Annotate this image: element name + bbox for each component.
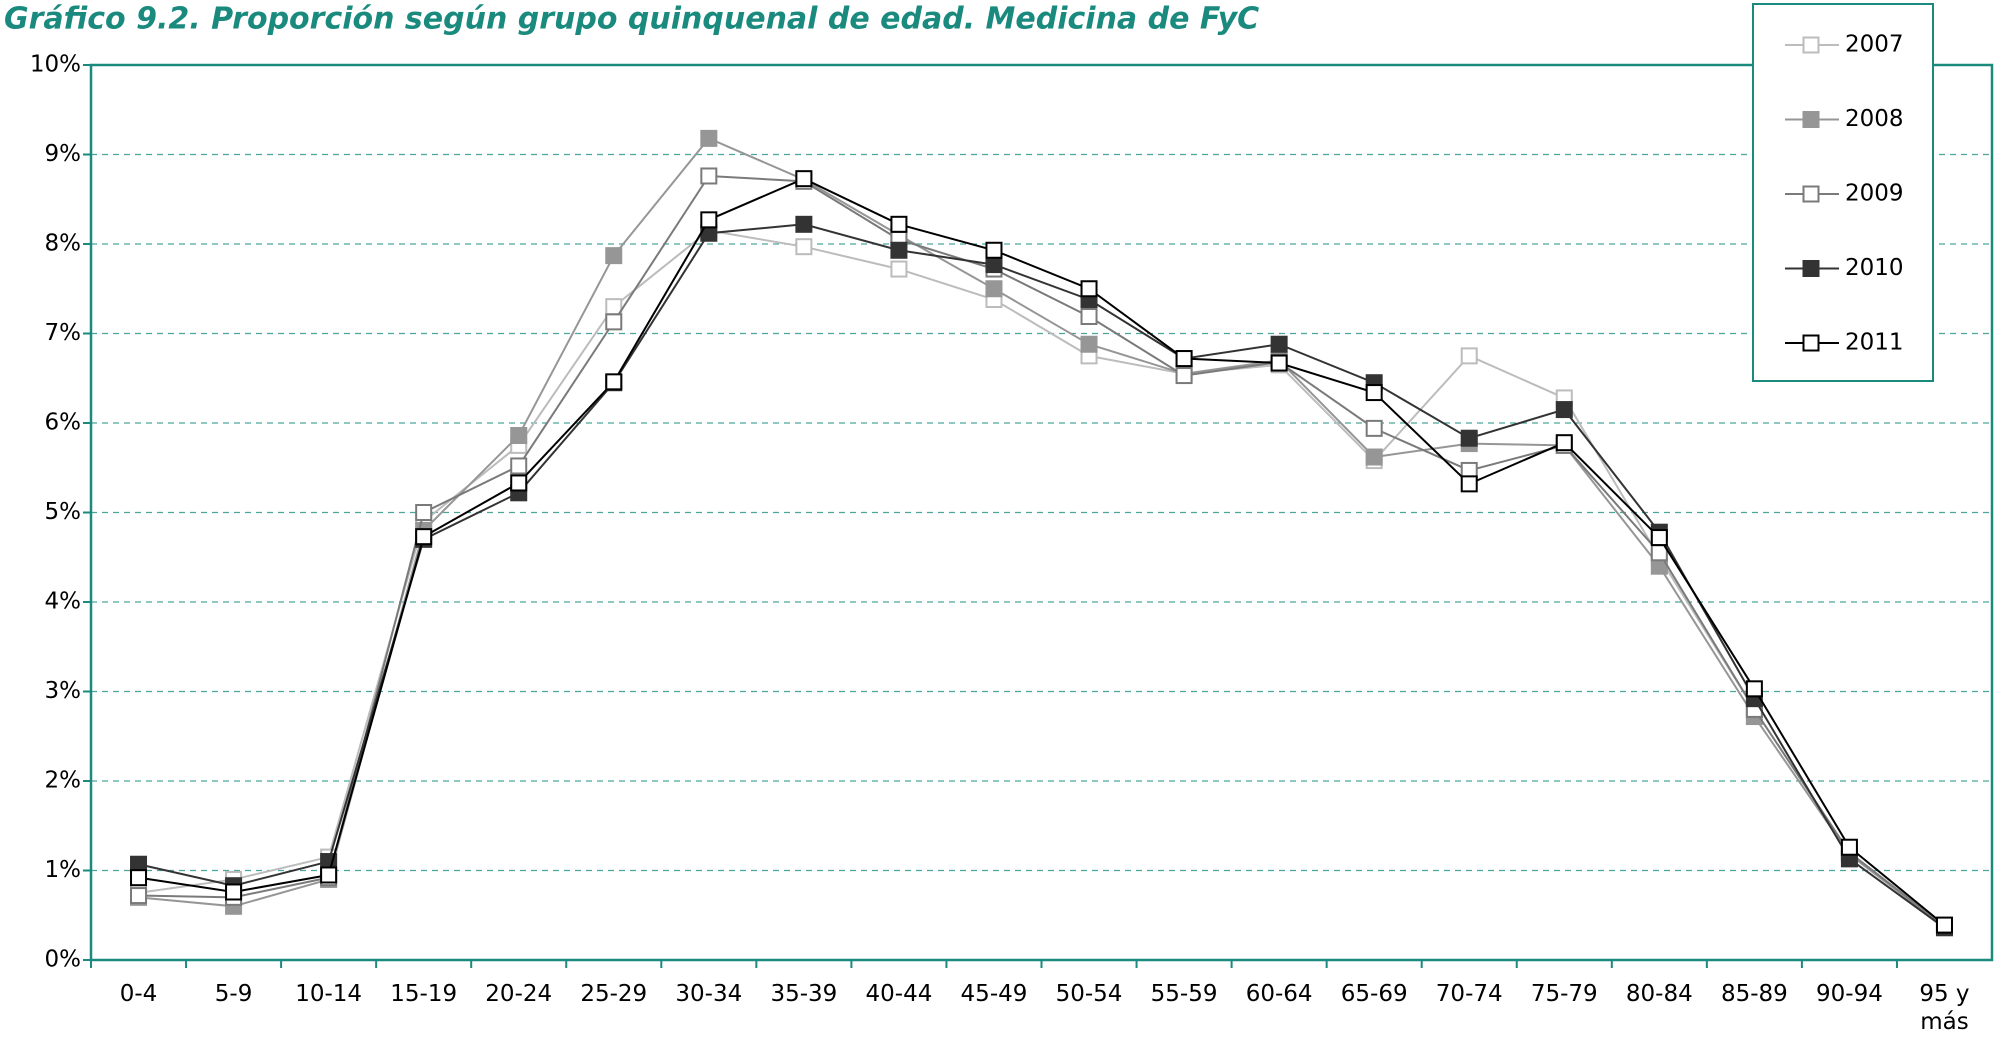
x-tick-label: 5-9 xyxy=(214,981,253,1007)
data-point xyxy=(510,474,528,492)
series-line xyxy=(138,223,1946,929)
y-tick-label: 9% xyxy=(45,141,82,167)
data-point xyxy=(1840,838,1858,856)
y-tick-label: 10% xyxy=(30,52,81,78)
data-point xyxy=(1460,475,1478,493)
data-point xyxy=(1080,335,1098,353)
x-tick-label: 85-89 xyxy=(1720,981,1788,1007)
legend-marker xyxy=(1802,334,1820,352)
y-tick-label: 2% xyxy=(45,768,82,794)
data-point xyxy=(605,298,623,316)
x-tick-label: 80-84 xyxy=(1625,981,1693,1007)
series-line xyxy=(138,137,1946,928)
legend-label: 2007 xyxy=(1845,32,1904,58)
x-tick-label: 65-69 xyxy=(1340,981,1408,1007)
data-point xyxy=(985,280,1003,298)
y-tick-label: 4% xyxy=(45,589,82,615)
x-tick-label: 55-59 xyxy=(1150,981,1218,1007)
legend-label: 2010 xyxy=(1845,255,1904,281)
x-tick-label: 95 y más xyxy=(1919,981,1970,1035)
data-point xyxy=(985,241,1003,259)
data-point xyxy=(1365,419,1383,437)
data-point xyxy=(890,260,908,278)
x-tick-label: 70-74 xyxy=(1435,981,1503,1007)
legend-marker xyxy=(1802,260,1820,277)
data-point xyxy=(985,256,1003,274)
data-point xyxy=(890,241,908,259)
legend-box xyxy=(1752,3,1934,382)
y-tick-label: 7% xyxy=(45,320,82,346)
data-point xyxy=(1365,384,1383,402)
y-tick-label: 3% xyxy=(45,678,82,704)
data-point xyxy=(1650,529,1668,547)
y-tick-label: 6% xyxy=(45,410,82,436)
data-point xyxy=(1270,354,1288,372)
data-point xyxy=(510,427,528,445)
data-point xyxy=(1270,335,1288,353)
data-point xyxy=(225,883,243,901)
x-tick-label: 60-64 xyxy=(1245,981,1313,1007)
legend-label: 2008 xyxy=(1845,106,1904,132)
x-tick-label: 15-19 xyxy=(390,981,458,1007)
data-point xyxy=(320,866,338,884)
x-tick-label: 0-4 xyxy=(119,981,158,1007)
x-tick-label: 50-54 xyxy=(1055,981,1123,1007)
legend-label: 2009 xyxy=(1845,181,1904,207)
data-point xyxy=(795,215,813,233)
data-point xyxy=(1080,280,1098,298)
data-point xyxy=(795,170,813,188)
data-point xyxy=(1935,916,1953,934)
y-tick-label: 1% xyxy=(45,857,82,883)
data-point xyxy=(700,129,718,147)
x-tick-label: 45-49 xyxy=(960,981,1028,1007)
data-point xyxy=(1555,401,1573,419)
y-tick-label: 8% xyxy=(45,231,82,257)
data-point xyxy=(1175,350,1193,368)
data-point xyxy=(510,457,528,475)
chart-title: Gráfico 9.2. Proporción según grupo quin… xyxy=(4,2,1259,37)
data-point xyxy=(415,504,433,521)
data-point xyxy=(130,887,148,905)
data-point xyxy=(605,247,623,265)
series-line xyxy=(138,229,1946,927)
data-point xyxy=(1460,347,1478,365)
data-point xyxy=(415,528,433,546)
data-point xyxy=(890,215,908,233)
x-tick-label: 40-44 xyxy=(865,981,933,1007)
legend-marker xyxy=(1802,185,1820,203)
series-line xyxy=(138,174,1946,927)
legend-marker xyxy=(1802,36,1820,54)
x-tick-label: 90-94 xyxy=(1816,981,1883,1007)
legend-marker xyxy=(1802,111,1820,128)
x-tick-label: 30-34 xyxy=(675,981,743,1007)
data-point xyxy=(1175,367,1193,385)
x-tick-label: 25-29 xyxy=(580,981,648,1007)
data-point xyxy=(700,211,718,229)
data-point xyxy=(1745,680,1763,698)
series-line xyxy=(138,177,1946,926)
data-point xyxy=(1460,429,1478,447)
x-tick-label: 35-39 xyxy=(770,981,838,1007)
data-point xyxy=(605,373,623,391)
data-point xyxy=(605,313,623,331)
data-point xyxy=(130,869,148,887)
x-tick-label: 20-24 xyxy=(485,981,553,1007)
x-tick-label: 10-14 xyxy=(295,981,363,1007)
data-point xyxy=(795,238,813,256)
legend-label: 2011 xyxy=(1845,330,1904,356)
data-point xyxy=(1555,434,1573,452)
data-point xyxy=(700,167,718,185)
data-point xyxy=(1365,448,1383,466)
y-tick-label: 5% xyxy=(45,499,82,525)
x-tick-label: 75-79 xyxy=(1530,981,1598,1007)
data-point xyxy=(1080,307,1098,325)
y-tick-label: 0% xyxy=(45,947,82,973)
